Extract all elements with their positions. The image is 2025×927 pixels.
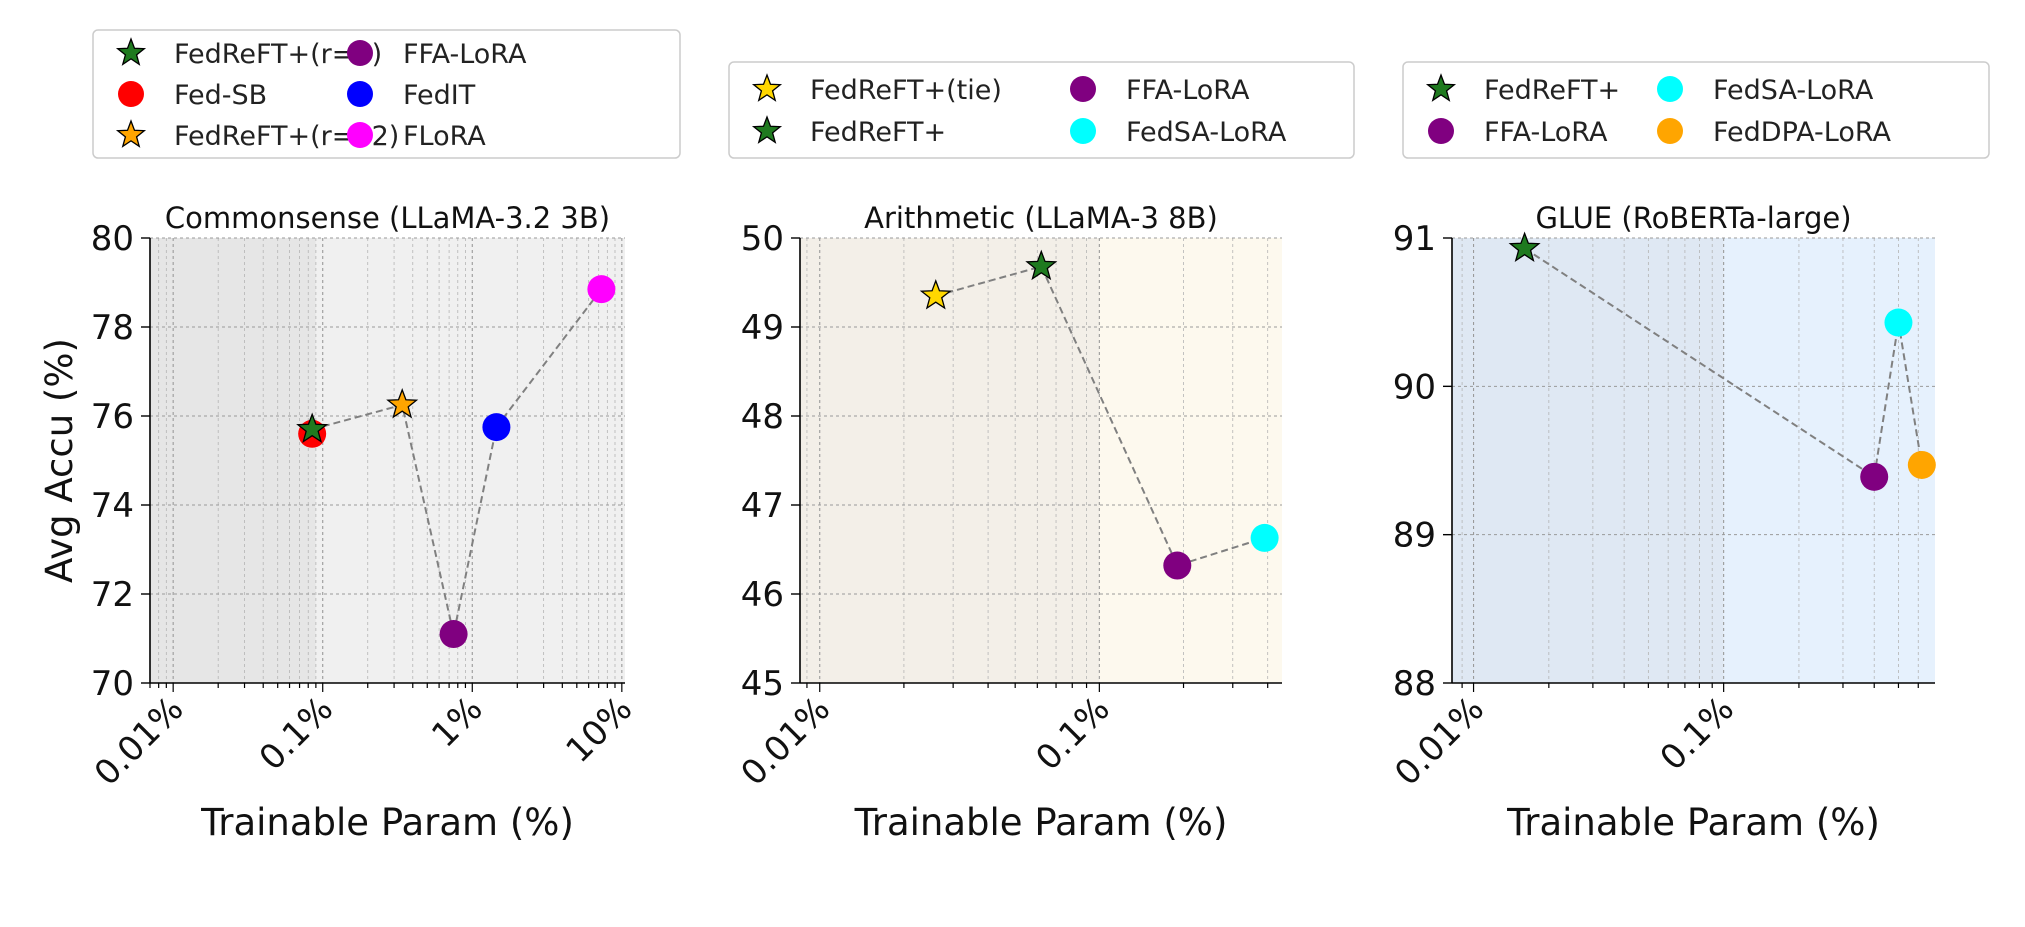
y-tick-label: 49 [741, 308, 784, 348]
y-tick-label: 80 [91, 219, 134, 259]
y-axis-label: Avg Accu (%) [38, 338, 81, 583]
legend: FedReFT+(tie) FedReFT+ FFA-LoRA FedSA-LoRA [728, 61, 1355, 159]
point-ffa-lora [439, 620, 468, 649]
y-tick-label: 74 [91, 486, 134, 526]
legend-label-feddpa-lora: FedDPA-LoRA [1713, 117, 1892, 148]
y-tick-label: 47 [741, 486, 784, 526]
point-feddpa-lora [1907, 450, 1936, 479]
point-fedreft-r-32 [386, 388, 419, 419]
x-tick-label: 0.1% [1028, 689, 1117, 778]
shaded-region-2 [315, 238, 625, 683]
x-tick-label: 0.01% [87, 689, 192, 794]
x-tick-label: 0.1% [1653, 689, 1742, 778]
x-axis-label: Trainable Param (%) [1506, 801, 1880, 844]
chart-panel-1: 70 72 74 76 78 80 0.01% 0.1% 1% 10% Commonsense (L… [87, 29, 681, 844]
legend-label-fedsa-lora: FedSA-LoRA [1713, 75, 1874, 106]
x-axis-label: Trainable Param (%) [200, 801, 574, 844]
y-tick-label: 70 [91, 664, 134, 704]
y-tick-label: 46 [741, 575, 784, 615]
legend-label-fed-sb: Fed-SB [174, 80, 267, 111]
point-ffa-lora [1163, 551, 1192, 580]
point-fedreft [1025, 249, 1058, 281]
legend-label-ffa-lora: FFA-LoRA [403, 39, 527, 70]
legend-marker-fedreft [751, 115, 783, 144]
legend-marker-flora [347, 122, 373, 148]
x-tick-label: 0.01% [733, 689, 838, 794]
chart-title: Commonsense (LLaMA-3.2 3B) [165, 201, 610, 235]
legend: FedReFT+(r=8)Fed-SBFedReFT+(r=32)FFA-LoR… [92, 29, 681, 159]
y-tick-label: 76 [91, 397, 134, 437]
x-tick-label: 0.1% [252, 689, 341, 778]
chart-title: GLUE (RoBERTa-large) [1535, 201, 1851, 235]
chart-panel-3: 88 89 90 91 0.01% 0.1% GLUE (RoBERTa-large) Tra… [1387, 61, 1990, 844]
legend-label-fedit: FedIT [403, 80, 476, 111]
legend-label-fedreft: FedReFT+ [1484, 75, 1620, 106]
legend: FedReFT+ FFA-LoRA FedSA-LoRA FedDPA-LoRA [1402, 61, 1990, 159]
y-tick-label: 78 [91, 308, 134, 348]
grid-lines [791, 237, 1282, 692]
point-fedit [482, 413, 511, 442]
legend-label-ffa-lora: FFA-LoRA [1484, 117, 1608, 148]
trend-line [1524, 247, 1923, 479]
point-fedreft-tie [919, 278, 952, 310]
y-tick-label: 89 [1393, 516, 1436, 556]
point-flora [587, 275, 616, 304]
legend-marker-ffa-lora [347, 40, 373, 66]
x-tick-label: 1% [424, 689, 490, 755]
point-fedreft-r-8 [296, 412, 329, 443]
y-tick-label: 91 [1393, 219, 1436, 259]
y-tick-label: 72 [91, 575, 134, 615]
shaded-region-1 [150, 238, 316, 683]
legend-marker-fedsa-lora [1657, 76, 1683, 102]
legend-marker-fedreft-tie [751, 73, 783, 102]
y-tick-label: 45 [741, 664, 784, 704]
x-tick-label: 10% [558, 689, 640, 771]
chart-title: Arithmetic (LLaMA-3 8B) [864, 201, 1218, 235]
shaded-region-2 [1099, 238, 1282, 683]
point-ffa-lora [1860, 462, 1889, 491]
legend-marker-fed-sb [118, 81, 144, 107]
legend-label-fedsa-lora: FedSA-LoRA [1126, 117, 1287, 148]
legend-label-fedreft: FedReFT+ [810, 117, 946, 148]
shaded-region-1 [1452, 238, 1724, 683]
legend-label-fedreft-tie: FedReFT+(tie) [810, 75, 1002, 106]
y-tick-label: 48 [741, 397, 784, 437]
legend-marker-fedit [347, 81, 373, 107]
grid-lines [141, 237, 625, 692]
legend-marker-feddpa-lora [1657, 118, 1683, 144]
x-axis-label: Trainable Param (%) [854, 801, 1228, 844]
chart-panel-2: 45 46 47 48 49 50 0.01% 0.1% Arithmetic (LLaMA-3… [728, 61, 1355, 844]
point-fedreft [1508, 231, 1541, 263]
point-fedsa-lora [1250, 523, 1279, 552]
legend-marker-fedreft-r-32 [115, 119, 147, 148]
shaded-region-1 [800, 238, 1100, 683]
trend-line [311, 288, 603, 635]
y-tick-label: 50 [741, 219, 784, 259]
legend-marker-ffa-lora [1070, 76, 1096, 102]
legend-marker-fedreft-r-8 [115, 37, 147, 66]
legend-marker-fedsa-lora [1070, 118, 1096, 144]
legend-label-flora: FLoRA [403, 121, 486, 152]
y-tick-label: 88 [1393, 664, 1436, 704]
y-tick-label: 90 [1393, 367, 1436, 407]
legend-marker-ffa-lora [1428, 118, 1454, 144]
legend-label-ffa-lora: FFA-LoRA [1126, 75, 1250, 106]
shaded-region-2 [1723, 238, 1935, 683]
x-tick-label: 0.01% [1387, 689, 1492, 794]
point-fedsa-lora [1884, 308, 1913, 337]
legend-marker-fedreft [1425, 73, 1457, 102]
